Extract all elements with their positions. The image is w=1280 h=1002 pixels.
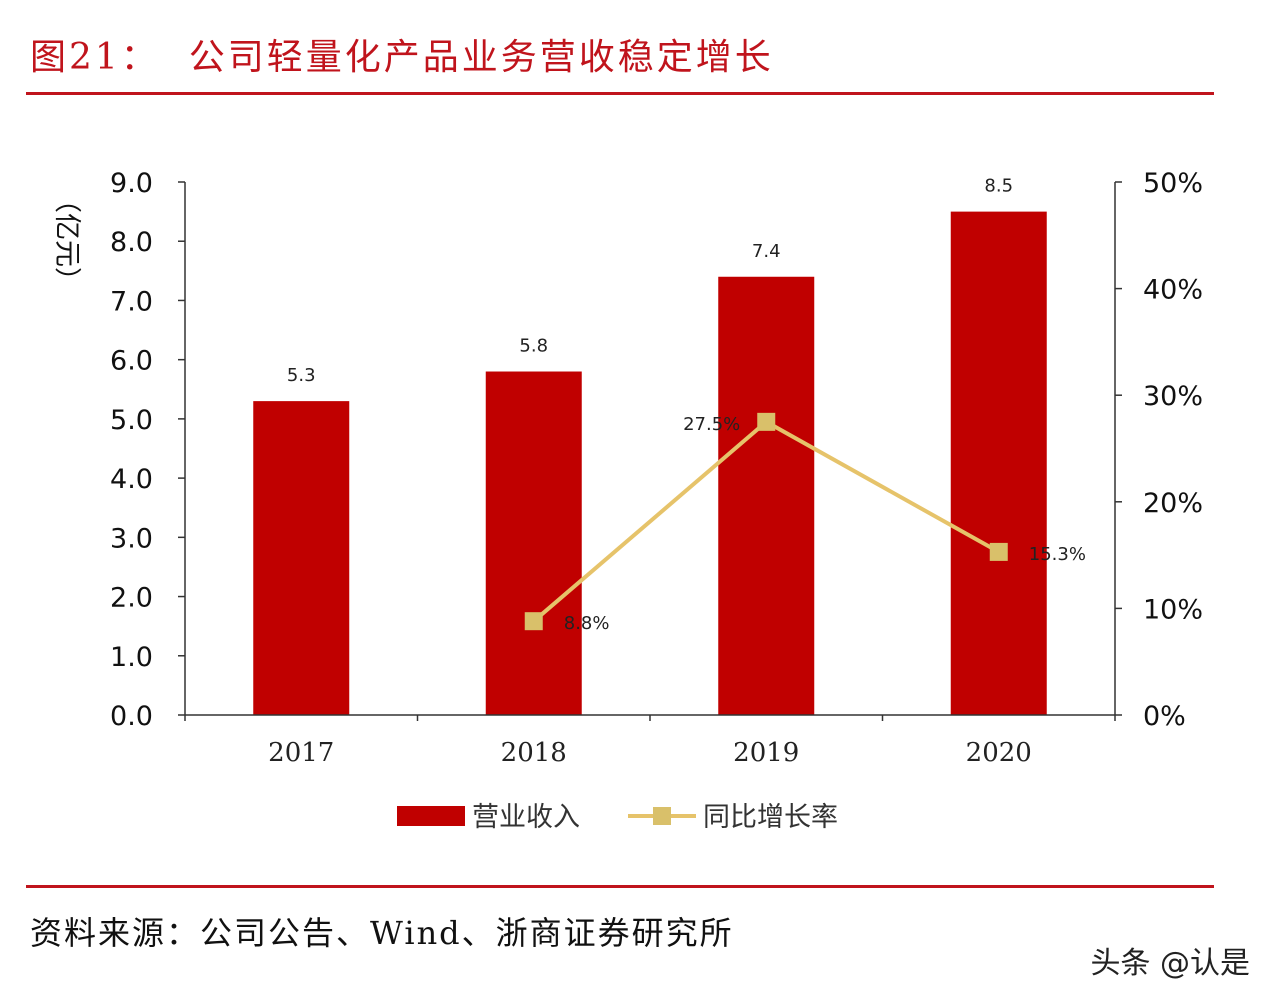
left-tick-label: 5.0 (110, 405, 153, 436)
right-tick-label: 0% (1143, 701, 1186, 732)
source-note: 资料来源：公司公告、Wind、浙商证券研究所 (30, 914, 734, 952)
legend-label-line: 同比增长率 (703, 802, 838, 833)
legend-label-bar: 营业收入 (472, 802, 580, 833)
y-axis-label: （亿元） (51, 186, 82, 294)
top-divider (26, 92, 1214, 95)
x-tick-label: 2019 (733, 738, 799, 768)
right-tick-label: 50% (1143, 168, 1203, 199)
left-tick-label: 9.0 (110, 168, 153, 199)
right-tick-label: 40% (1143, 275, 1203, 306)
figure-title: 图21： 公司轻量化产品业务营收稳定增长 (30, 37, 774, 78)
left-tick-label: 0.0 (110, 701, 153, 732)
x-tick-label: 2017 (268, 738, 334, 768)
bar-data-label: 8.5 (984, 176, 1013, 197)
left-tick-label: 4.0 (110, 464, 153, 495)
bar-2017 (253, 401, 350, 715)
right-tick-label: 20% (1143, 488, 1203, 519)
bar-data-label: 5.3 (287, 365, 316, 386)
growth-marker-2019 (757, 412, 776, 431)
growth-marker-2020 (989, 542, 1008, 561)
bar-2020 (950, 211, 1047, 715)
bottom-divider (26, 885, 1214, 888)
legend-swatch-marker (653, 807, 671, 825)
left-tick-label: 1.0 (110, 642, 153, 673)
legend-swatch-bar (397, 806, 465, 826)
left-tick-label: 2.0 (110, 583, 153, 614)
bar-2018 (485, 371, 582, 715)
watermark: 头条 @认是 (1090, 946, 1250, 981)
left-tick-label: 8.0 (110, 227, 153, 258)
line-data-label: 27.5% (683, 414, 740, 435)
left-tick-label: 7.0 (110, 286, 153, 317)
bar-2019 (718, 276, 815, 715)
right-tick-label: 10% (1143, 594, 1203, 625)
left-tick-label: 6.0 (110, 346, 153, 377)
x-tick-label: 2018 (501, 738, 567, 768)
bar-data-label: 5.8 (519, 336, 548, 357)
growth-marker-2018 (524, 612, 543, 631)
x-tick-label: 2020 (966, 738, 1032, 768)
line-data-label: 8.8% (564, 613, 610, 634)
right-tick-label: 30% (1143, 381, 1203, 412)
line-data-label: 15.3% (1029, 544, 1086, 565)
left-tick-label: 3.0 (110, 523, 153, 554)
bar-data-label: 7.4 (752, 241, 781, 262)
